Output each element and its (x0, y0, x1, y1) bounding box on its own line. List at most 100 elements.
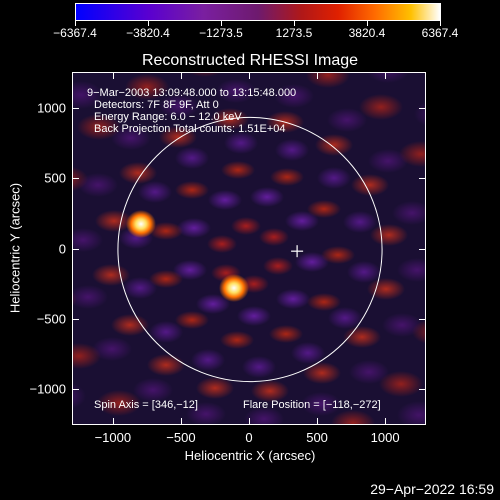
heatmap-texture-blob (262, 257, 293, 276)
x-tick-label: 500 (306, 430, 328, 445)
heatmap-texture-blob (149, 422, 194, 424)
heatmap-texture-blob (207, 234, 238, 253)
heatmap-texture-blob (359, 94, 404, 121)
heatmap-texture-blob (148, 320, 183, 343)
flare-position-text: Flare Position = [−118,−272] (243, 399, 381, 411)
heatmap-texture-blob (306, 73, 351, 88)
heatmap-texture-blob (96, 390, 141, 417)
heatmap-texture-blob (258, 228, 289, 247)
y-tick-label: 0 (58, 241, 66, 256)
heatmap-texture-blob (148, 221, 183, 240)
heatmap-texture-blob (186, 402, 227, 424)
heatmap-texture-blob (317, 167, 352, 190)
heatmap-texture-blob (73, 165, 88, 192)
y-tick (419, 248, 426, 250)
x-tick-label: −1000 (94, 430, 132, 445)
x-tick (180, 72, 182, 79)
heatmap-texture-blob (331, 410, 376, 424)
y-tick-label: 500 (44, 170, 66, 186)
heatmap-texture-blob (196, 377, 235, 400)
heatmap-texture-blob (343, 326, 382, 349)
x-tick-label: 1000 (370, 430, 400, 445)
x-tick (112, 418, 114, 425)
heatmap-texture-blob (76, 113, 121, 140)
heatmap-texture-blob (123, 277, 158, 300)
heatmap-texture-blob (284, 211, 319, 232)
x-tick-label: 0 (245, 430, 253, 445)
colorbar-tick-label: 6367.4 (421, 26, 459, 40)
plot-overlay (117, 116, 383, 383)
info-line-detectors: Detectors: 7F 8F 9F, Att 0 (94, 99, 219, 111)
heatmap-texture-blob (275, 288, 310, 309)
bright-source-1 (126, 210, 157, 239)
y-tick-label: −1000 (29, 381, 66, 397)
x-tick (385, 418, 387, 425)
x-tick (317, 72, 319, 79)
heatmap-texture-blob (241, 356, 276, 379)
heatmap-plot: 9−Mar−2003 13:09:48.000 to 13:15:48.000 … (72, 72, 426, 425)
heatmap-texture-blob (133, 377, 174, 402)
y-tick (419, 108, 426, 110)
colorbar (75, 3, 441, 21)
info-line-method: Back Projection Total counts: 1.51E+04 (94, 123, 286, 135)
bright-source-2 (218, 273, 249, 302)
heatmap-texture-blob (413, 100, 425, 129)
heatmap-texture-blob (422, 197, 425, 224)
y-tick (419, 388, 426, 390)
x-tick (249, 418, 250, 425)
x-tick (112, 72, 114, 79)
y-tick (72, 178, 79, 180)
heatmap-texture-blob (326, 108, 367, 133)
heatmap-texture-blob (237, 305, 272, 326)
heatmap-texture-blob (137, 180, 172, 203)
heatmap-texture-blob (328, 307, 363, 330)
y-axis-title: Heliocentric Y (arcsec) (7, 182, 23, 314)
heatmap-texture-blob (220, 160, 255, 179)
heatmap-texture-blob (118, 161, 157, 184)
heatmap-texture-blob (397, 257, 425, 282)
heatmap-texture-blob (124, 74, 169, 101)
colorbar-tick (440, 21, 441, 26)
spin-axis-text: Spin Axis = [346,−12] (94, 399, 198, 411)
heatmap-texture-blob (369, 224, 408, 247)
colorbar-tick-label: −3820.4 (126, 26, 170, 40)
heatmap-texture-blob (147, 353, 186, 376)
heatmap-texture-blob (300, 392, 341, 417)
heatmap-texture-blob (392, 200, 425, 225)
x-tick (385, 72, 387, 79)
heatmap-texture-blob (148, 270, 183, 289)
colorbar-tick (294, 21, 295, 26)
heatmap-texture-blob (290, 341, 325, 364)
heatmap-texture-blob (269, 167, 304, 186)
heatmap-texture-blob (196, 294, 231, 315)
heatmap-texture-blob (365, 73, 410, 83)
y-tick-label: 1000 (37, 100, 66, 116)
y-tick (72, 318, 79, 320)
heatmap-texture-blob (302, 362, 341, 385)
footer-date: 29−Apr−2022 16:59 (370, 481, 494, 497)
heatmap-texture-blob (307, 199, 342, 218)
y-tick (72, 248, 79, 250)
y-tick (419, 318, 426, 320)
heatmap-texture-blob (159, 126, 198, 149)
heatmap-texture-blob (366, 277, 405, 300)
y-tick (72, 388, 79, 390)
heatmap-texture-blob (220, 331, 255, 350)
heatmap-texture-blob (379, 370, 423, 397)
heatmap-texture-blob (73, 286, 78, 313)
heatmap-texture-blob (215, 79, 256, 104)
heatmap-texture-blob (251, 379, 290, 402)
info-line-energy: Energy Range: 6.0 − 12.0 keV (94, 111, 242, 123)
heatmap-texture-blob (244, 407, 285, 424)
colorbar-tick-label: −1273.5 (199, 26, 243, 40)
colorbar-tick (75, 21, 76, 26)
y-tick (419, 178, 426, 180)
colorbar-tick-label: 3820.4 (348, 26, 386, 40)
heatmap-texture-blob (231, 216, 261, 235)
y-tick (72, 108, 79, 110)
x-axis-title: Heliocentric X (arcsec) (184, 448, 316, 463)
heatmap-texture-blob (273, 84, 314, 109)
heatmap-texture-blob (224, 131, 259, 154)
heatmap-texture-blob (92, 263, 131, 286)
x-tick (249, 72, 250, 79)
